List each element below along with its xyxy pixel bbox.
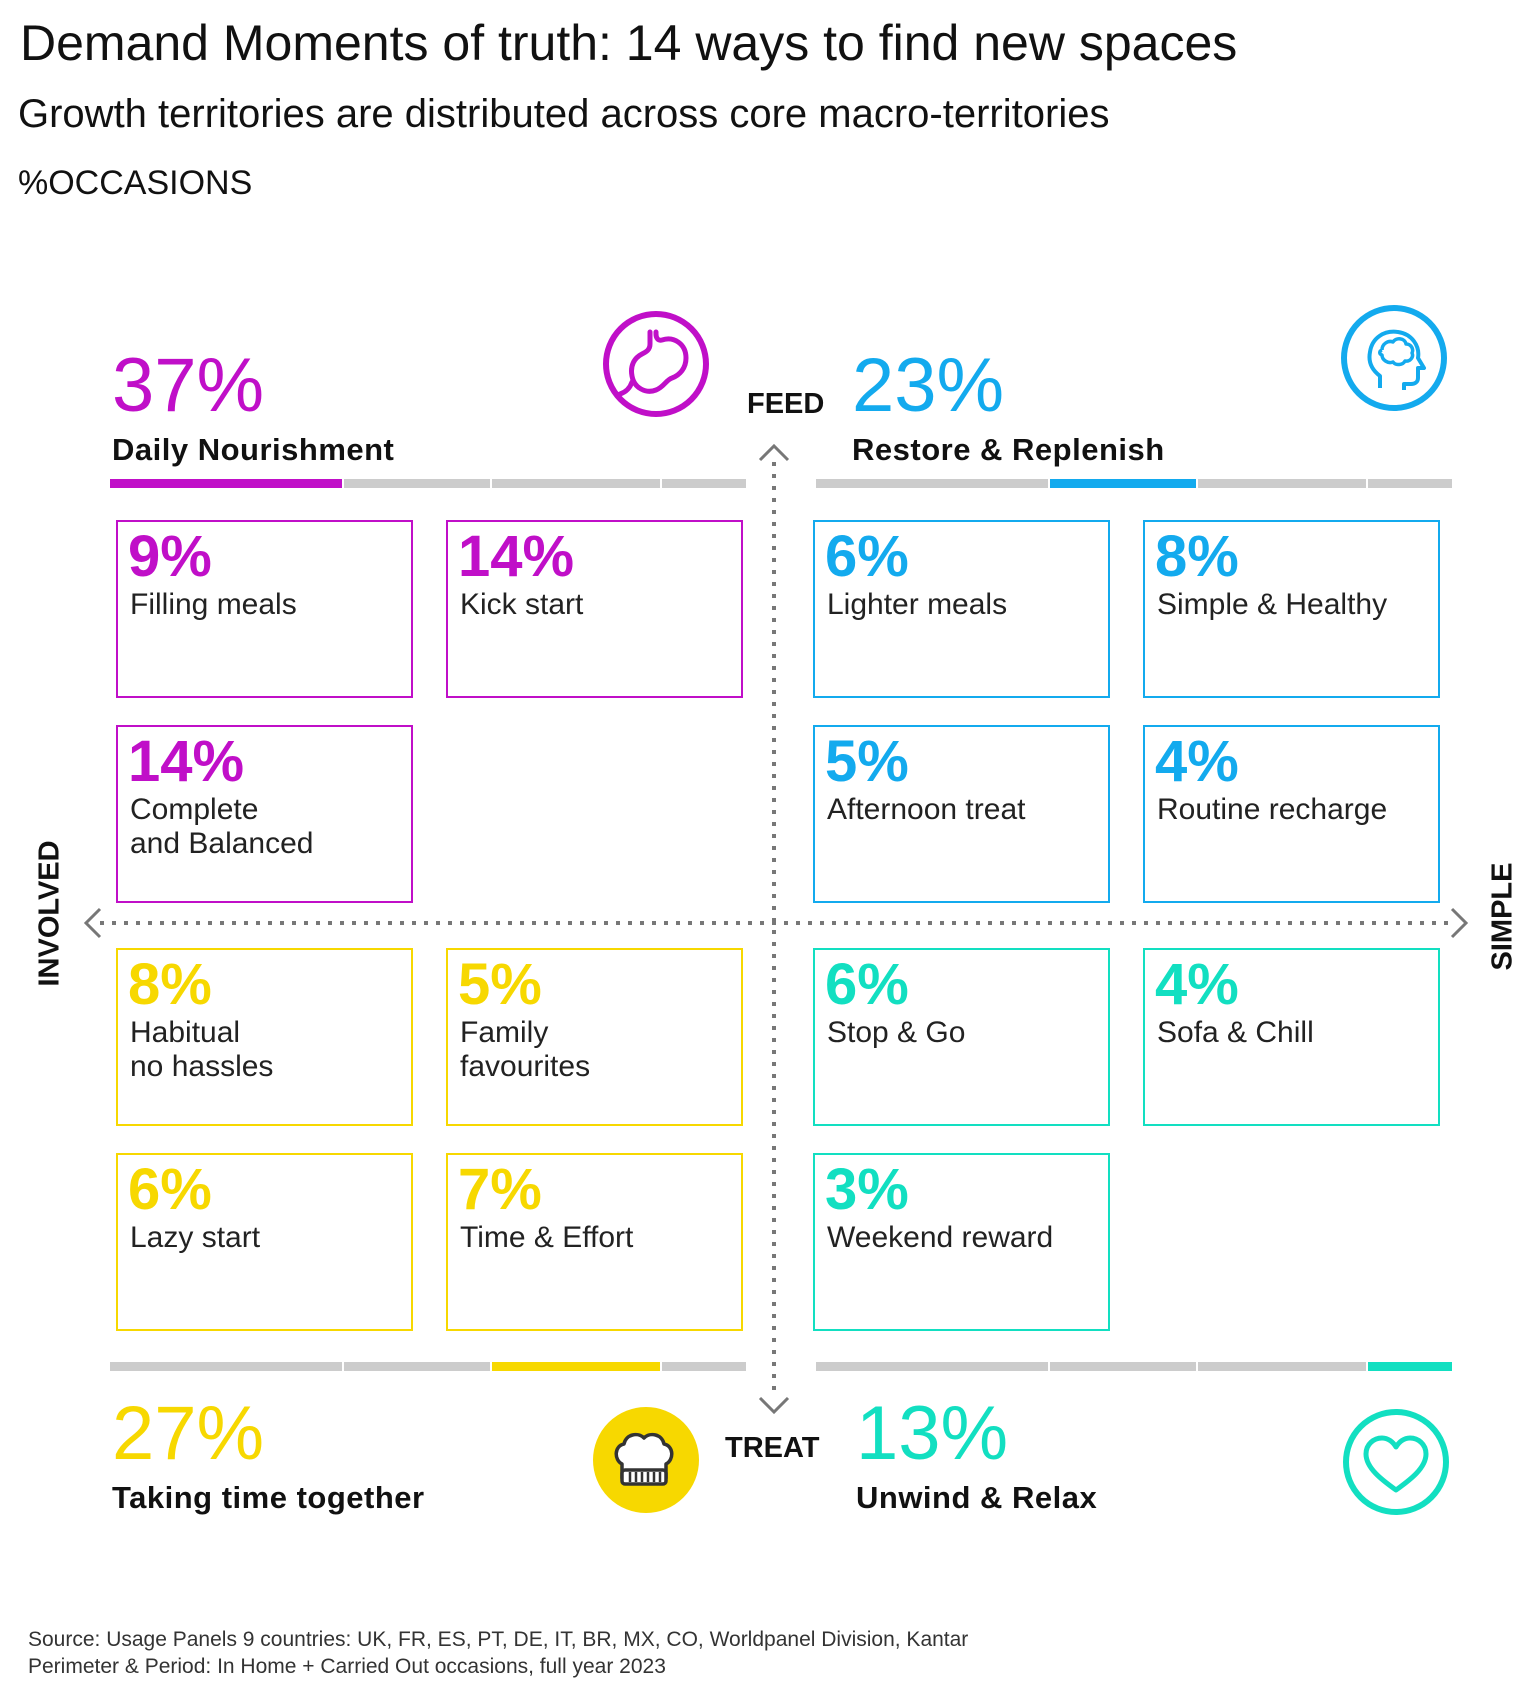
arrow-up — [758, 443, 790, 462]
chef-hat-icon — [593, 1407, 699, 1513]
axis-label-feed: FEED — [747, 388, 825, 420]
vertical-axis — [758, 443, 790, 1415]
moment-label: Habitual no hassles — [130, 1016, 274, 1083]
moment-label: Filling meals — [130, 588, 297, 621]
moment-card: 4% Sofa & Chill — [1143, 948, 1440, 1126]
moment-card: 5% Family favourites — [446, 948, 743, 1126]
moment-percent: 3% — [825, 1157, 909, 1222]
moment-card: 6% Lazy start — [116, 1153, 413, 1331]
moment-label: Kick start — [460, 588, 584, 621]
moment-label: Complete and Balanced — [130, 793, 314, 860]
moment-label: Weekend reward — [827, 1221, 1054, 1254]
unwind-relax-percent: 13% — [856, 1391, 1009, 1476]
restore-replenish-percent: 23% — [852, 343, 1005, 428]
arrow-right — [1450, 907, 1469, 939]
moment-percent: 6% — [825, 524, 909, 589]
daily-nourishment-title: Daily Nourishment — [112, 432, 395, 467]
moment-percent: 8% — [128, 952, 212, 1017]
unit-label: %OCCASIONS — [18, 164, 253, 202]
moment-percent: 4% — [1155, 729, 1239, 794]
period-note: Perimeter & Period: In Home + Carried Ou… — [28, 1655, 666, 1678]
moment-label: Sofa & Chill — [1157, 1016, 1314, 1049]
unwind-relax-title: Unwind & Relax — [856, 1480, 1098, 1515]
horizontal-axis — [83, 907, 1469, 939]
moment-card: 14% Complete and Balanced — [116, 725, 413, 903]
stomach-icon — [603, 311, 709, 417]
moment-card: 14% Kick start — [446, 520, 743, 698]
arrow-down — [758, 1396, 790, 1415]
taking-time-together-title: Taking time together — [112, 1480, 425, 1515]
moment-percent: 14% — [458, 524, 575, 589]
taking-time-together-percent: 27% — [112, 1391, 265, 1476]
moment-card: 6% Lighter meals — [813, 520, 1110, 698]
moment-percent: 5% — [458, 952, 542, 1017]
moment-card: 4% Routine recharge — [1143, 725, 1440, 903]
restore-replenish-share-bar — [816, 479, 1452, 488]
moment-card: 3% Weekend reward — [813, 1153, 1110, 1331]
moment-percent: 9% — [128, 524, 212, 589]
daily-nourishment-percent: 37% — [112, 343, 265, 428]
daily-nourishment-share-bar — [110, 479, 746, 488]
moment-percent: 14% — [128, 729, 245, 794]
brain-head-icon — [1341, 305, 1447, 411]
heart-icon — [1343, 1409, 1449, 1515]
moment-card: 5% Afternoon treat — [813, 725, 1110, 903]
page-title: Demand Moments of truth: 14 ways to find… — [20, 15, 1238, 71]
moment-percent: 5% — [825, 729, 909, 794]
moment-label: Time & Effort — [460, 1221, 634, 1254]
moment-card: 9% Filling meals — [116, 520, 413, 698]
unwind-relax-share-bar — [816, 1362, 1452, 1371]
moment-label: Routine recharge — [1157, 793, 1388, 826]
moment-percent: 7% — [458, 1157, 542, 1222]
moment-label: Simple & Healthy — [1157, 588, 1388, 621]
moment-label: Family favourites — [460, 1016, 591, 1083]
axis-label-simple: SIMPLE — [1486, 862, 1519, 971]
moment-label: Stop & Go — [827, 1016, 966, 1049]
restore-replenish-title: Restore & Replenish — [852, 432, 1165, 467]
source-note: Source: Usage Panels 9 countries: UK, FR… — [28, 1628, 969, 1651]
moment-percent: 6% — [825, 952, 909, 1017]
moment-label: Afternoon treat — [827, 793, 1026, 826]
moment-percent: 4% — [1155, 952, 1239, 1017]
moment-percent: 8% — [1155, 524, 1239, 589]
axis-label-involved: INVOLVED — [33, 840, 66, 987]
page-subtitle: Growth territories are distributed acros… — [18, 92, 1110, 136]
moment-card: 7% Time & Effort — [446, 1153, 743, 1331]
moment-percent: 6% — [128, 1157, 212, 1222]
moment-card: 8% Habitual no hassles — [116, 948, 413, 1126]
axis-label-treat: TREAT — [725, 1432, 820, 1464]
arrow-left — [83, 907, 102, 939]
moment-card: 8% Simple & Healthy — [1143, 520, 1440, 698]
moment-card: 6% Stop & Go — [813, 948, 1110, 1126]
moment-label: Lighter meals — [827, 588, 1008, 621]
moment-label: Lazy start — [130, 1221, 261, 1254]
taking-time-together-share-bar — [110, 1362, 746, 1371]
